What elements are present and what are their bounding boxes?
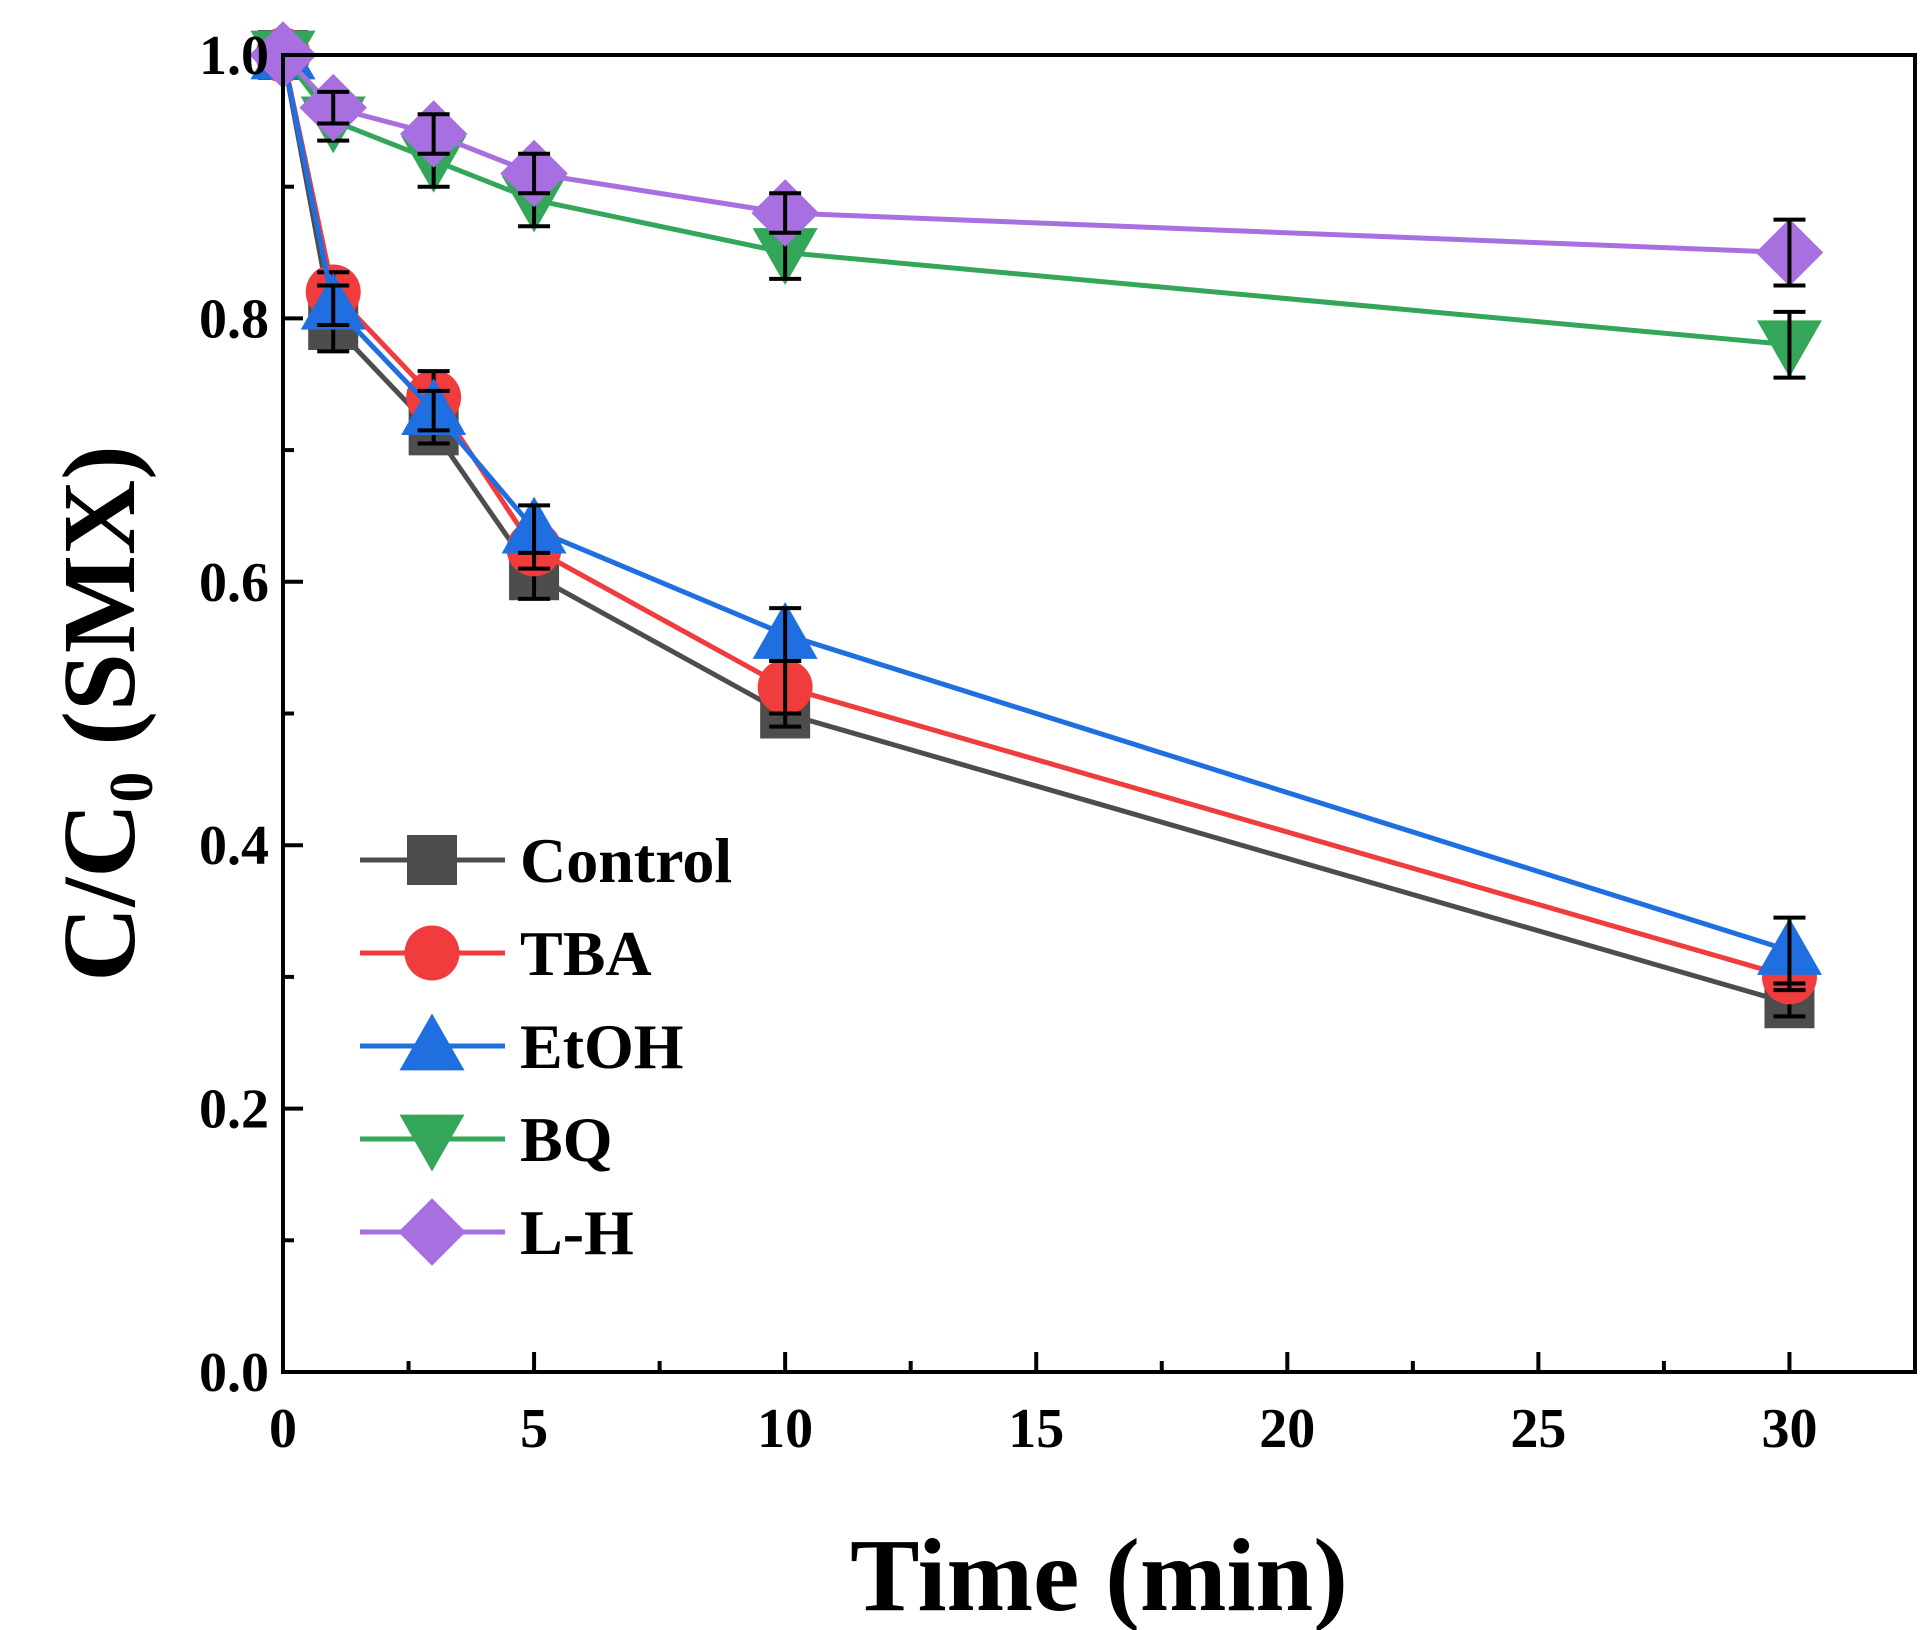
legend-label: BQ — [520, 1104, 612, 1175]
legend-marker — [398, 1198, 466, 1266]
y-axis-title-main: C/C — [42, 803, 157, 982]
legend-marker — [407, 835, 457, 885]
series-line — [281, 53, 1790, 348]
y-axis-title-suffix: (SMX) — [42, 445, 157, 771]
series-layer — [249, 21, 1824, 1029]
y-tick-label: 1.0 — [199, 25, 269, 87]
x-tick-label: 10 — [757, 1398, 813, 1460]
x-tick-label: 5 — [520, 1398, 548, 1460]
series-line — [280, 54, 1791, 1006]
series-line — [280, 54, 1791, 980]
x-tick-label: 30 — [1761, 1398, 1817, 1460]
legend-marker — [404, 925, 460, 981]
tick-labels: 0 5 10 15 20 25 30 0.0 0.2 0.4 0.6 0.8 1.0 — [199, 25, 1817, 1460]
legend-marker — [399, 1114, 465, 1172]
y-tick-label: 0.0 — [199, 1342, 269, 1404]
series-l-h — [249, 21, 1824, 288]
legend-item-tba: TBA — [360, 918, 652, 989]
legend-item-etoh: EtOH — [360, 1011, 684, 1082]
series-line — [281, 53, 1790, 256]
y-tick-label: 0.2 — [199, 1079, 269, 1141]
legend-marker — [399, 1013, 465, 1071]
x-tick-label: 15 — [1008, 1398, 1064, 1460]
series-line — [280, 54, 1791, 953]
y-axis-title: C/C0 (SMX) — [42, 445, 166, 981]
plot-frame — [281, 53, 1917, 1374]
legend-label: TBA — [520, 918, 652, 989]
y-tick-label: 0.8 — [199, 288, 269, 350]
y-tick-label: 0.6 — [199, 552, 269, 614]
legend-item-control: Control — [360, 825, 732, 896]
legend-item-bq: BQ — [360, 1104, 612, 1175]
series-control — [258, 30, 1815, 1029]
legend-label: Control — [520, 825, 732, 896]
y-tick-label: 0.4 — [199, 815, 269, 877]
legend-item-l-h: L-H — [360, 1197, 634, 1268]
x-axis-title: Time (min) — [850, 1518, 1348, 1630]
legend: Control TBA EtOH BQ L-H — [360, 825, 732, 1268]
legend-label: L-H — [520, 1197, 634, 1268]
x-tick-label: 0 — [269, 1398, 297, 1460]
y-axis-title-subscript: 0 — [98, 772, 166, 803]
x-tick-label: 25 — [1510, 1398, 1566, 1460]
series-bq — [250, 30, 1822, 380]
legend-label: EtOH — [520, 1011, 684, 1082]
x-tick-label: 20 — [1259, 1398, 1315, 1460]
